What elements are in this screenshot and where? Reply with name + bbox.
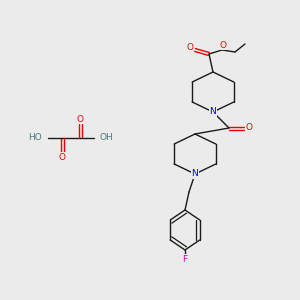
Text: F: F <box>182 254 188 263</box>
Text: HO: HO <box>28 134 42 142</box>
Text: O: O <box>58 152 65 161</box>
Text: O: O <box>76 115 83 124</box>
Text: O: O <box>245 124 253 133</box>
Text: O: O <box>220 40 226 50</box>
Text: O: O <box>187 44 194 52</box>
Text: N: N <box>210 107 216 116</box>
Text: N: N <box>192 169 198 178</box>
Text: OH: OH <box>99 134 113 142</box>
